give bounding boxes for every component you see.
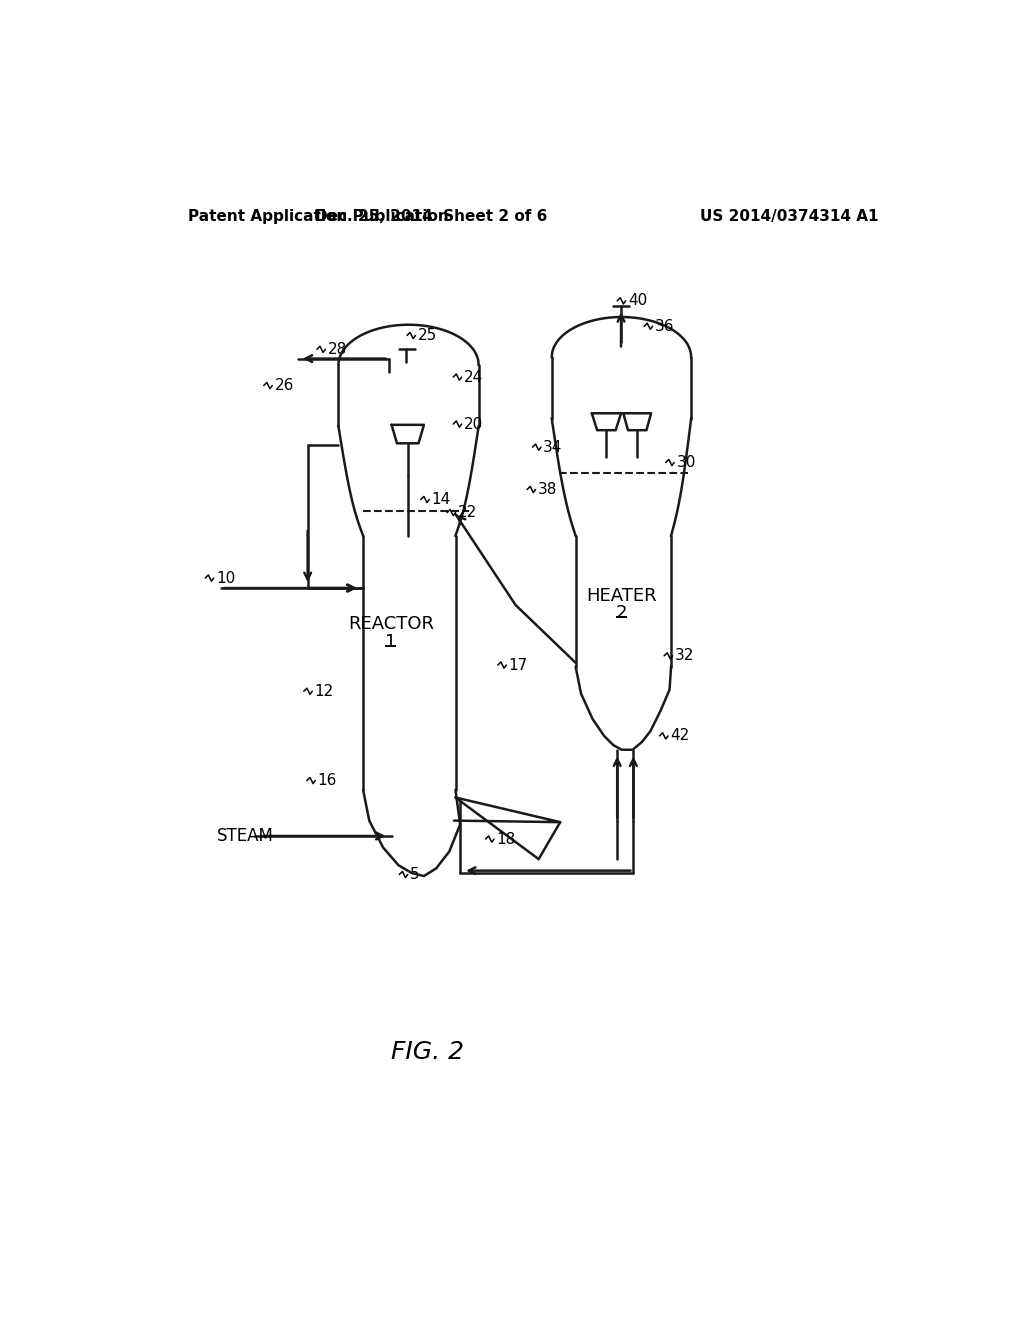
Text: REACTOR: REACTOR (348, 615, 434, 634)
Text: Dec. 25, 2014  Sheet 2 of 6: Dec. 25, 2014 Sheet 2 of 6 (314, 209, 547, 223)
Text: 24: 24 (464, 370, 483, 384)
Text: 22: 22 (458, 506, 477, 520)
Text: 5: 5 (410, 867, 420, 882)
Text: 30: 30 (677, 455, 696, 470)
Text: HEATER: HEATER (587, 587, 657, 605)
Text: 2: 2 (616, 605, 628, 623)
Text: 12: 12 (314, 684, 334, 698)
Text: Patent Application Publication: Patent Application Publication (188, 209, 450, 223)
Text: 10: 10 (216, 570, 236, 586)
Text: 17: 17 (509, 657, 528, 673)
Text: 40: 40 (628, 293, 647, 309)
Text: 18: 18 (497, 832, 515, 846)
Text: 26: 26 (274, 378, 294, 393)
Text: 25: 25 (418, 327, 437, 343)
Text: 32: 32 (675, 648, 694, 664)
Text: 1: 1 (385, 634, 396, 651)
Text: 36: 36 (655, 318, 675, 334)
Text: 14: 14 (432, 492, 451, 507)
Text: 34: 34 (544, 440, 562, 454)
Text: 42: 42 (671, 729, 689, 743)
Text: FIG. 2: FIG. 2 (390, 1040, 464, 1064)
Text: US 2014/0374314 A1: US 2014/0374314 A1 (699, 209, 879, 223)
Text: 20: 20 (464, 417, 483, 432)
Text: STEAM: STEAM (217, 828, 273, 845)
Text: 38: 38 (538, 482, 557, 498)
Text: 28: 28 (328, 342, 347, 356)
Text: 16: 16 (317, 774, 337, 788)
